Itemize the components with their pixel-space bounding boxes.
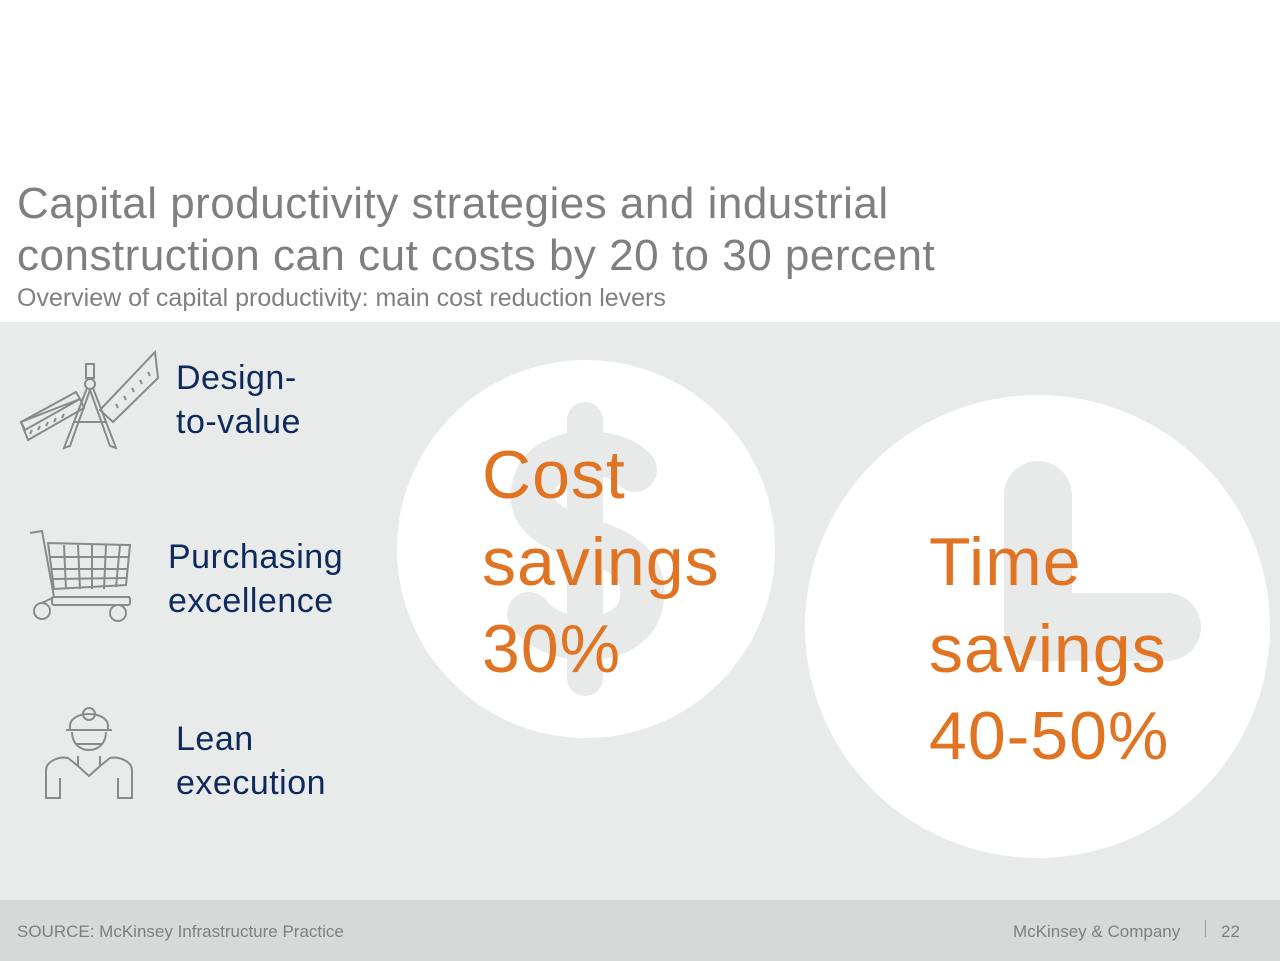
slide-title: Capital productivity strategies and indu…	[17, 178, 1117, 282]
lever-label-line-1: Lean	[176, 720, 254, 758]
time-savings-line-2: savings	[929, 611, 1167, 687]
time-savings-text: Time savings 40-50%	[929, 519, 1169, 780]
construction-worker-icon	[45, 707, 133, 799]
brand-name: McKinsey & Company	[1013, 922, 1181, 941]
slide-subtitle: Overview of capital productivity: main c…	[17, 284, 666, 312]
cost-savings-text: Cost savings 30%	[482, 432, 720, 693]
source-note: SOURCE: McKinsey Infrastructure Practice	[17, 922, 344, 941]
footer: SOURCE: McKinsey Infrastructure Practice…	[0, 900, 1280, 961]
cost-savings-circle	[397, 360, 775, 738]
time-savings-circle	[805, 395, 1270, 858]
lever-lean-execution: Lean execution	[176, 717, 326, 805]
time-savings-value: 40-50%	[929, 698, 1170, 774]
page-number: 22	[1221, 922, 1240, 941]
dollar-sign-icon	[507, 402, 665, 696]
title-line-1: Capital productivity strategies and indu…	[17, 179, 889, 228]
cost-savings-line-2: savings	[482, 524, 720, 600]
lever-label-line-2: excellence	[168, 582, 334, 620]
title-line-2: construction can cut costs by 20 to 30 p…	[17, 231, 936, 280]
drafting-tools-icon	[19, 350, 160, 450]
lever-design-to-value: Design- to-value	[176, 356, 301, 444]
lever-label-line-1: Design-	[176, 359, 297, 397]
footer-divider	[1205, 920, 1206, 937]
lever-label-line-2: execution	[176, 764, 327, 802]
shopping-cart-icon	[29, 529, 132, 622]
lever-label-line-1: Purchasing	[168, 538, 344, 576]
content-panel: Design- to-value Purchasing excellence	[0, 322, 1280, 900]
time-savings-line-1: Time	[929, 524, 1082, 600]
cost-savings-line-1: Cost	[482, 437, 626, 513]
lever-purchasing-excellence: Purchasing excellence	[168, 535, 343, 623]
clock-hands-icon	[1004, 461, 1201, 661]
lever-label-line-2: to-value	[176, 403, 301, 441]
cost-savings-value: 30%	[482, 611, 622, 687]
